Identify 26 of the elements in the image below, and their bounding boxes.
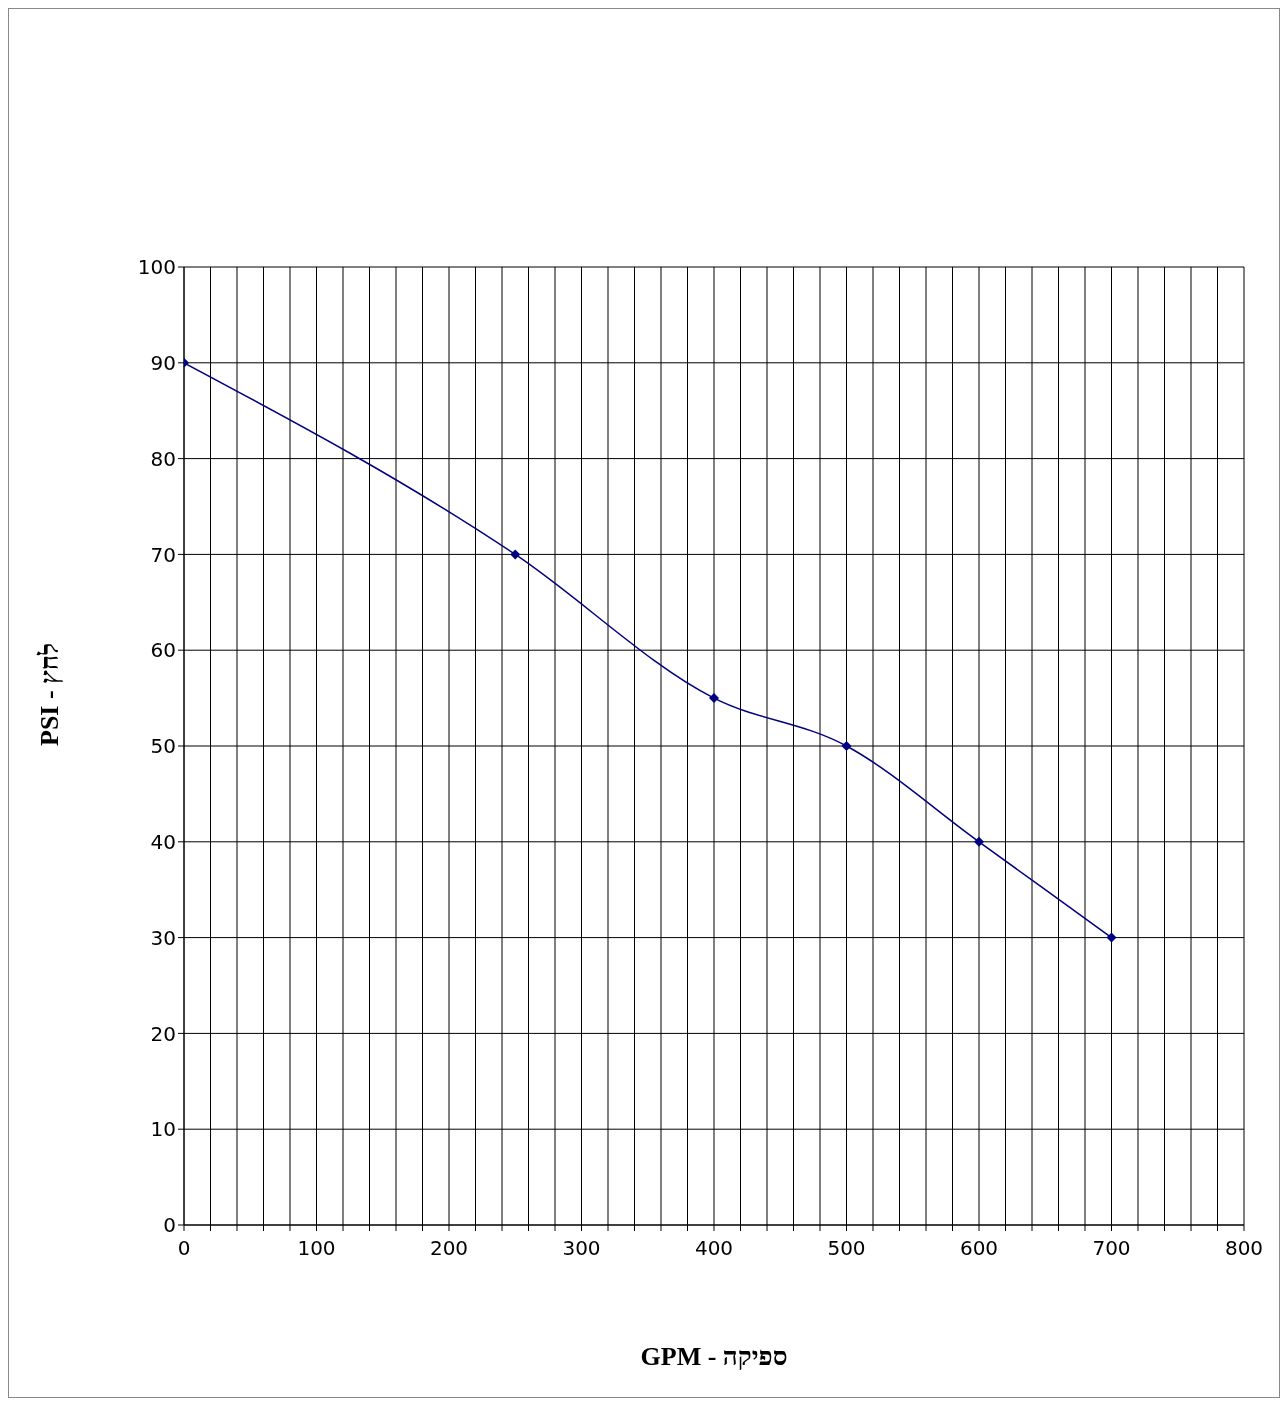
point <box>1106 932 1117 943</box>
point <box>841 741 852 751</box>
x-tick-label: 800 <box>1224 1236 1264 1261</box>
y-tick-label: 60 <box>150 638 176 663</box>
y-tick-label: 70 <box>150 542 176 567</box>
y-tick-label: 80 <box>150 446 176 471</box>
y-tick-label: 20 <box>150 1021 176 1046</box>
y-tick-label: 40 <box>150 829 176 854</box>
x-tick-label: 400 <box>694 1236 734 1261</box>
x-tick-label: 700 <box>1092 1236 1131 1261</box>
x-tick-label: 300 <box>562 1236 601 1261</box>
point <box>974 836 984 847</box>
point <box>510 549 521 560</box>
x-tick-label: 200 <box>429 1236 469 1261</box>
y-tick-label: 0 <box>163 1213 176 1238</box>
point <box>709 693 719 704</box>
x-tick-label: 600 <box>959 1236 999 1261</box>
y-tick-label: 50 <box>150 734 176 759</box>
y-tick-label: 10 <box>150 1117 176 1142</box>
y-tick-label: 90 <box>150 350 176 375</box>
y-tick-label: 100 <box>137 255 176 280</box>
y-tick-label: 30 <box>150 925 176 950</box>
y-axis-title: PSI - לחץ <box>35 642 65 746</box>
x-tick-label: 100 <box>297 1236 336 1261</box>
x-axis-title: GPM - ספיקה <box>640 1342 788 1371</box>
x-tick-label: 500 <box>827 1236 866 1261</box>
